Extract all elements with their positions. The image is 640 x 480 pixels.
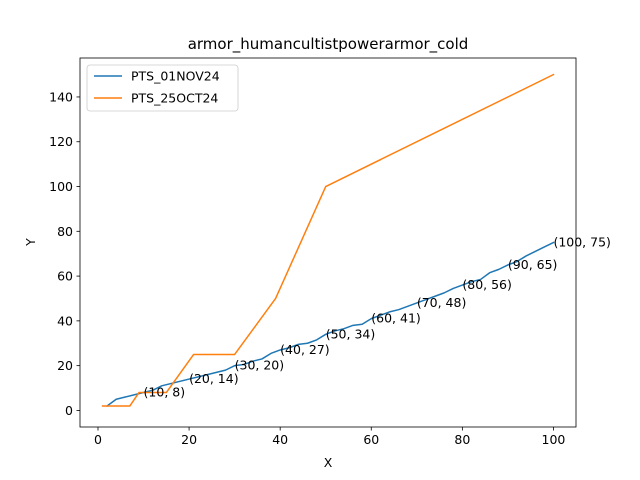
x-tick-label: 80 — [454, 432, 470, 447]
y-tick-label: 60 — [57, 269, 73, 284]
data-annotation: (10, 8) — [144, 385, 186, 400]
data-annotation: (70, 48) — [417, 295, 467, 310]
y-tick-label: 100 — [49, 179, 73, 194]
x-axis-label: X — [324, 455, 333, 470]
series-layer — [101, 73, 555, 407]
x-tick-label: 40 — [272, 432, 288, 447]
legend-label-2: PTS_25OCT24 — [131, 91, 218, 106]
data-annotation: (90, 65) — [508, 257, 558, 272]
axes-frame — [79, 57, 577, 428]
y-tick-label: 20 — [57, 358, 73, 373]
y-tick-label: 0 — [65, 403, 73, 418]
data-annotation: (100, 75) — [553, 235, 610, 250]
x-tick-label: 100 — [542, 432, 566, 447]
x-tick-label: 60 — [363, 432, 379, 447]
data-annotation: (20, 14) — [189, 371, 239, 386]
chart-title: armor_humancultistpowerarmor_cold — [188, 35, 469, 54]
series-line-1 — [106, 241, 555, 407]
y-axis-label: Y — [23, 238, 38, 247]
data-annotation: (40, 27) — [280, 342, 330, 357]
annotation-layer: (10, 8)(20, 14)(30, 20)(40, 27)(50, 34)(… — [144, 235, 611, 400]
series-line-2 — [101, 73, 555, 407]
data-annotation: (50, 34) — [326, 326, 376, 341]
y-tick-label: 140 — [49, 89, 73, 104]
x-tick-label: 0 — [94, 432, 102, 447]
data-annotation: (80, 56) — [462, 277, 512, 292]
data-annotation: (60, 41) — [371, 311, 421, 326]
y-tick-label: 40 — [57, 313, 73, 328]
y-tick-label: 80 — [57, 224, 73, 239]
legend: PTS_01NOV24 PTS_25OCT24 — [86, 64, 239, 112]
x-tick-label: 20 — [181, 432, 197, 447]
legend-box — [86, 64, 239, 112]
y-tick-label: 120 — [49, 134, 73, 149]
data-annotation: (30, 20) — [235, 358, 285, 373]
legend-label-1: PTS_01NOV24 — [131, 69, 220, 84]
axes-layer: 0 20 40 60 80 100 0 20 40 60 80 100 120 140 — [49, 57, 577, 447]
